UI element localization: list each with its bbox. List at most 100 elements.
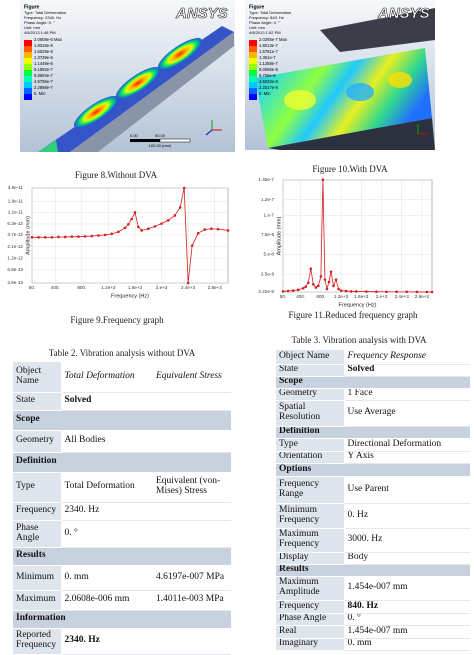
image-info: Phase Angle: 0. °: [249, 20, 280, 25]
legend-label: 1.1258e-7: [259, 61, 279, 66]
cell-value: 0. °: [61, 520, 153, 548]
legend-swatch: [249, 94, 257, 100]
section-header: Results: [13, 547, 231, 566]
row-label: Type: [276, 438, 345, 452]
data-point: [140, 229, 143, 232]
y-tick-label: 2.22e-9: [258, 289, 274, 294]
table-row: Spatial Resolution Use Average: [276, 400, 470, 427]
y-axis-title: Amplitude (mm): [25, 216, 31, 255]
legend-label: 6.8694e-7: [34, 73, 54, 78]
cell-value: 2.0608e-006 mm: [61, 590, 153, 611]
deformation-zone: [346, 83, 374, 101]
section-header: Information: [13, 610, 231, 629]
plot-area: [31, 187, 229, 284]
legend-label: 2.0608e-6 Max: [34, 37, 63, 42]
x-tick-label: 1.6e+3: [128, 285, 143, 290]
data-point: [210, 227, 213, 231]
table: Object Name Frequency Response State Solved…: [276, 350, 470, 651]
table-row: Object Name Frequency Response: [276, 350, 470, 365]
legend-label: 2.2898e-7: [34, 85, 54, 90]
section-header: Definition: [276, 426, 470, 439]
legend-label: 1.8013e-7: [259, 43, 279, 48]
cell-value: 1.454e-007 mm: [344, 576, 470, 601]
image-info: Type: Total Deformation: [24, 10, 66, 15]
y-tick-label: 5.e-8: [264, 252, 275, 257]
cell-value: Body: [344, 552, 470, 565]
caption: Figure 9.Frequency graph: [70, 315, 164, 325]
row-label: Phase Angle: [13, 520, 62, 548]
table-row: Maximum Frequency 3000. Hz: [276, 528, 470, 553]
data-point: [178, 206, 182, 209]
data-point: [133, 211, 137, 214]
cell-value: [153, 430, 231, 453]
image-title: Figure: [249, 4, 264, 10]
data-point: [186, 281, 190, 285]
caption: Figure 10.With DVA: [312, 164, 388, 174]
y-tick-label: 1.2e-12: [7, 255, 23, 260]
legend-swatch: [249, 70, 257, 76]
y-tick-label: 6.8e-13: [7, 267, 23, 272]
data-point: [375, 290, 378, 294]
data-point: [344, 289, 348, 293]
data-point: [70, 235, 74, 238]
legend-swatch: [24, 82, 32, 88]
x-tick-label: 400.: [51, 285, 60, 290]
table-row: Information: [13, 610, 231, 629]
x-tick-label: 2.4e+3: [181, 285, 196, 290]
row-label: Phase Angle: [276, 613, 345, 626]
row-label: Geometry: [276, 388, 345, 401]
data-point: [312, 283, 315, 286]
y-tick-label: 3.7e-12: [7, 232, 23, 237]
table-row: Display Body: [276, 552, 470, 565]
legend-swatch: [249, 58, 257, 64]
legend-swatch: [249, 40, 257, 46]
x-tick-label: 1.6e+3: [354, 294, 369, 299]
data-point: [349, 290, 353, 293]
data-point: [37, 235, 40, 239]
cell-value: [153, 628, 231, 655]
data-point: [301, 286, 305, 290]
beam-web: [268, 118, 435, 150]
data-point: [63, 235, 67, 239]
row-label: Real: [276, 625, 345, 639]
x-axis-title: Frequency (Hz): [339, 302, 377, 308]
y-tick-label: 1.e-7: [264, 213, 275, 218]
image-info: Frequency: 840. Hz: [249, 15, 284, 20]
table-row: Geometry 1 Face: [276, 388, 470, 401]
x-tick-label: 800.: [316, 294, 325, 299]
data-point: [90, 234, 94, 238]
data-point: [337, 287, 340, 291]
table-row: Minimum 0. mm 4.6197e-007 MPa: [13, 565, 231, 591]
scale-label: 0.00: [130, 133, 139, 138]
table-row: Object Name Total Deformation Equivalent S…: [13, 362, 231, 393]
row-label: Object Name: [13, 362, 62, 393]
row-label: Minimum Frequency: [276, 503, 345, 529]
logo: ANSYS: [175, 5, 228, 22]
cell-value: Equivalent Stress: [153, 362, 231, 393]
legend-swatch: [24, 40, 32, 46]
data-point: [309, 267, 313, 270]
table-row: Reported Frequency 2340. Hz: [13, 628, 231, 655]
data-point: [321, 178, 325, 181]
y-tick-label: 2.5e-8: [261, 271, 274, 276]
cell-value: 1.4011e-003 MPa: [153, 590, 231, 611]
cell-value: 1.454e-007 mm: [344, 625, 470, 639]
data-point: [327, 280, 331, 284]
plot-area: [282, 179, 433, 293]
data-point: [166, 219, 170, 222]
row-label: State: [276, 364, 345, 377]
data-point: [354, 290, 358, 293]
cell-value: 1 Face: [344, 388, 470, 401]
table-row: Minimum Frequency 0. Hz: [276, 503, 470, 529]
data-point: [332, 284, 335, 288]
image-info: Unit: mm: [24, 25, 41, 30]
cell-value: 0. mm: [61, 565, 153, 591]
row-label: Maximum Amplitude: [276, 576, 345, 601]
table-row: State Solved: [13, 392, 231, 411]
legend-swatch: [24, 52, 32, 58]
cell-value: 0. mm: [344, 638, 470, 651]
legend-label: 1.3739e-6: [34, 55, 54, 60]
data-point: [130, 217, 133, 221]
data-point: [325, 287, 329, 291]
row-label: Display: [276, 552, 345, 565]
